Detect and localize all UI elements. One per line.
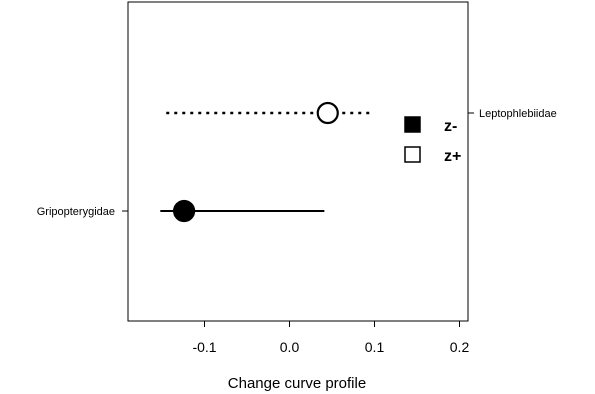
legend-swatch — [404, 146, 421, 163]
x-tick-label: 0.1 — [365, 339, 385, 355]
x-axis-ticks: -0.1 0.0 0.1 0.2 — [192, 321, 469, 355]
series-layer — [160, 101, 372, 223]
x-tick-label: -0.1 — [192, 339, 216, 355]
x-tick-label: 0.2 — [450, 339, 470, 355]
taxon-labels: Gripopterygidae Leptophlebiidae — [37, 108, 557, 218]
taxon-label: Gripopterygidae — [37, 206, 115, 218]
point-marker — [316, 101, 339, 125]
legend-label: z- — [444, 118, 457, 135]
x-axis-title: Change curve profile — [228, 375, 366, 392]
legend: z-z+ — [404, 116, 461, 165]
legend-swatch — [404, 116, 421, 133]
taxon-label: Leptophlebiidae — [479, 108, 557, 120]
legend-label: z+ — [444, 148, 461, 165]
x-tick-label: 0.0 — [280, 339, 300, 355]
plot-frame — [127, 1, 469, 322]
point-marker — [173, 199, 196, 223]
